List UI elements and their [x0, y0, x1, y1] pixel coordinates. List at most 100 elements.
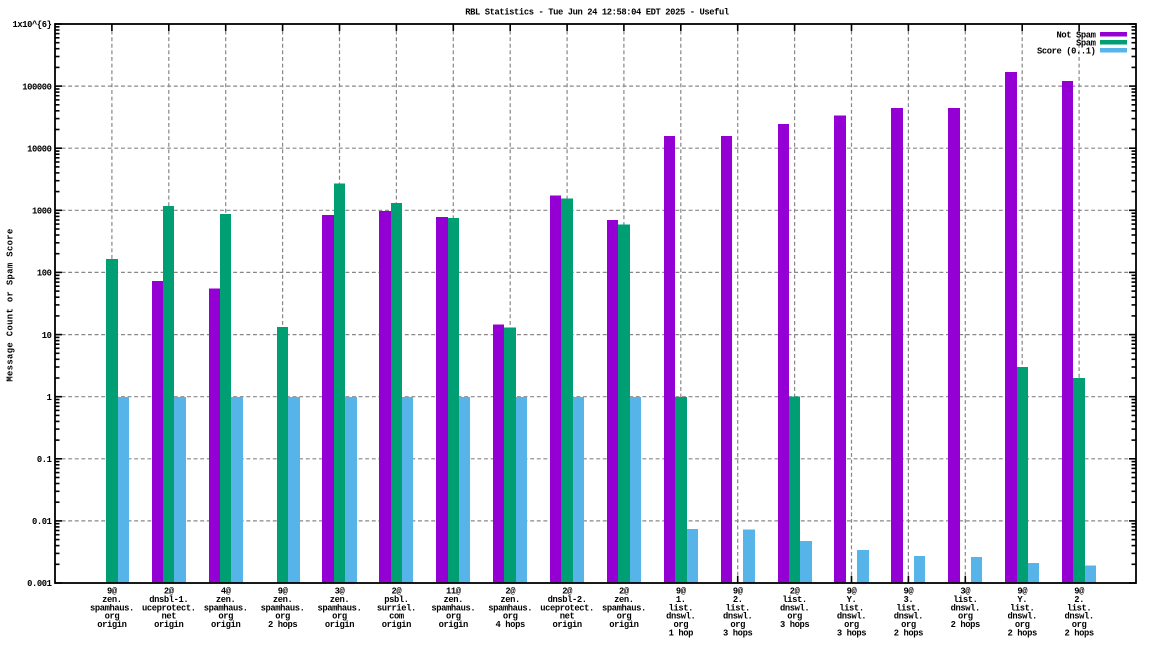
- svg-text:org: org: [617, 612, 632, 622]
- svg-text:1x10^{6}: 1x10^{6}: [12, 20, 51, 30]
- svg-text:2@: 2@: [164, 587, 175, 597]
- svg-text:3 hops: 3 hops: [837, 629, 866, 639]
- svg-text:0.1: 0.1: [37, 455, 52, 465]
- svg-text:9@: 9@: [1017, 587, 1028, 597]
- svg-text:3 hops: 3 hops: [723, 629, 752, 639]
- svg-text:origin: origin: [211, 620, 240, 630]
- svg-text:origin: origin: [609, 620, 638, 630]
- svg-text:Not Spam: Not Spam: [1056, 30, 1095, 40]
- svg-text:Y.: Y.: [847, 595, 857, 605]
- svg-text:dnswl.: dnswl.: [1064, 612, 1093, 622]
- svg-text:org: org: [503, 612, 518, 622]
- svg-text:net: net: [161, 612, 176, 622]
- svg-text:org: org: [275, 612, 290, 622]
- svg-text:org: org: [730, 620, 745, 630]
- svg-text:Message Count or Spam Score: Message Count or Spam Score: [6, 228, 16, 381]
- svg-text:uceprotect.: uceprotect.: [540, 603, 594, 613]
- svg-text:org: org: [673, 620, 688, 630]
- svg-text:dnsbl-1.: dnsbl-1.: [149, 595, 188, 605]
- svg-text:uceprotect.: uceprotect.: [142, 603, 196, 613]
- svg-text:9@: 9@: [904, 587, 915, 597]
- svg-text:100000: 100000: [22, 82, 51, 92]
- svg-text:spamhaus.: spamhaus.: [318, 603, 362, 613]
- svg-text:dnswl.: dnswl.: [837, 612, 866, 622]
- svg-text:100: 100: [37, 269, 52, 279]
- svg-text:2.: 2.: [733, 595, 743, 605]
- svg-text:spamhaus.: spamhaus.: [261, 603, 305, 613]
- svg-text:1000: 1000: [32, 207, 52, 217]
- svg-text:dnswl.: dnswl.: [780, 603, 809, 613]
- svg-text:org: org: [105, 612, 120, 622]
- svg-text:9@: 9@: [107, 587, 118, 597]
- svg-text:RBL Statistics - Tue Jun 24 12: RBL Statistics - Tue Jun 24 12:58:04 EDT…: [465, 8, 729, 18]
- svg-text:dnswl.: dnswl.: [666, 612, 695, 622]
- svg-text:1 hop: 1 hop: [669, 629, 694, 639]
- svg-text:origin: origin: [552, 620, 581, 630]
- svg-text:Score (0..1): Score (0..1): [1037, 46, 1096, 56]
- svg-text:origin: origin: [154, 620, 183, 630]
- svg-text:3.: 3.: [904, 595, 914, 605]
- svg-text:3@: 3@: [960, 587, 971, 597]
- svg-text:list.: list.: [782, 595, 806, 605]
- svg-text:org: org: [446, 612, 461, 622]
- svg-text:9@: 9@: [733, 587, 744, 597]
- svg-text:com: com: [389, 612, 404, 622]
- svg-text:2 hops: 2 hops: [894, 629, 923, 639]
- svg-text:spamhaus.: spamhaus.: [602, 603, 646, 613]
- svg-text:2@: 2@: [505, 587, 516, 597]
- svg-text:2 hops: 2 hops: [1064, 629, 1093, 639]
- svg-text:org: org: [901, 620, 916, 630]
- svg-text:10000: 10000: [27, 144, 52, 154]
- svg-text:origin: origin: [439, 620, 468, 630]
- svg-text:zen.: zen.: [102, 595, 122, 605]
- svg-text:10: 10: [42, 331, 52, 341]
- svg-text:9@: 9@: [278, 587, 289, 597]
- svg-text:0.001: 0.001: [27, 579, 52, 589]
- svg-text:2 hops: 2 hops: [1008, 629, 1037, 639]
- svg-text:3 hops: 3 hops: [780, 620, 809, 630]
- svg-text:list.: list.: [725, 603, 749, 613]
- svg-text:2 hops: 2 hops: [268, 620, 297, 630]
- svg-text:spamhaus.: spamhaus.: [488, 603, 532, 613]
- svg-text:9@: 9@: [1074, 587, 1085, 597]
- svg-text:1.: 1.: [676, 595, 686, 605]
- svg-text:psbl.: psbl.: [384, 595, 408, 605]
- svg-text:dnswl.: dnswl.: [894, 612, 923, 622]
- svg-text:2@: 2@: [790, 587, 801, 597]
- svg-text:zen.: zen.: [216, 595, 236, 605]
- svg-text:dnswl.: dnswl.: [723, 612, 752, 622]
- svg-text:spamhaus.: spamhaus.: [90, 603, 134, 613]
- svg-text:Y.: Y.: [1017, 595, 1027, 605]
- svg-text:org: org: [332, 612, 347, 622]
- svg-text:dnswl.: dnswl.: [1008, 612, 1037, 622]
- svg-text:org: org: [218, 612, 233, 622]
- svg-text:origin: origin: [97, 620, 126, 630]
- svg-text:Spam: Spam: [1076, 38, 1096, 48]
- svg-text:4 hops: 4 hops: [496, 620, 525, 630]
- svg-text:org: org: [1072, 620, 1087, 630]
- svg-text:zen.: zen.: [614, 595, 634, 605]
- svg-text:2 hops: 2 hops: [951, 620, 980, 630]
- svg-text:4@: 4@: [221, 587, 232, 597]
- svg-text:org: org: [958, 612, 973, 622]
- svg-text:surriel.: surriel.: [377, 603, 416, 613]
- svg-text:origin: origin: [382, 620, 411, 630]
- svg-text:dnswl.: dnswl.: [951, 603, 980, 613]
- svg-text:list.: list.: [896, 603, 920, 613]
- svg-text:2@: 2@: [619, 587, 630, 597]
- svg-text:zen.: zen.: [444, 595, 464, 605]
- svg-text:2@: 2@: [562, 587, 573, 597]
- svg-text:3@: 3@: [335, 587, 346, 597]
- svg-text:11@: 11@: [446, 587, 462, 597]
- svg-text:org: org: [1015, 620, 1030, 630]
- svg-text:0.01: 0.01: [32, 517, 52, 527]
- svg-text:zen.: zen.: [273, 595, 293, 605]
- svg-text:list.: list.: [669, 603, 693, 613]
- svg-text:list.: list.: [1010, 603, 1034, 613]
- svg-text:org: org: [844, 620, 859, 630]
- svg-text:spamhaus.: spamhaus.: [431, 603, 475, 613]
- svg-text:zen.: zen.: [330, 595, 350, 605]
- svg-text:2.: 2.: [1074, 595, 1084, 605]
- svg-text:list.: list.: [1067, 603, 1091, 613]
- svg-text:zen.: zen.: [500, 595, 520, 605]
